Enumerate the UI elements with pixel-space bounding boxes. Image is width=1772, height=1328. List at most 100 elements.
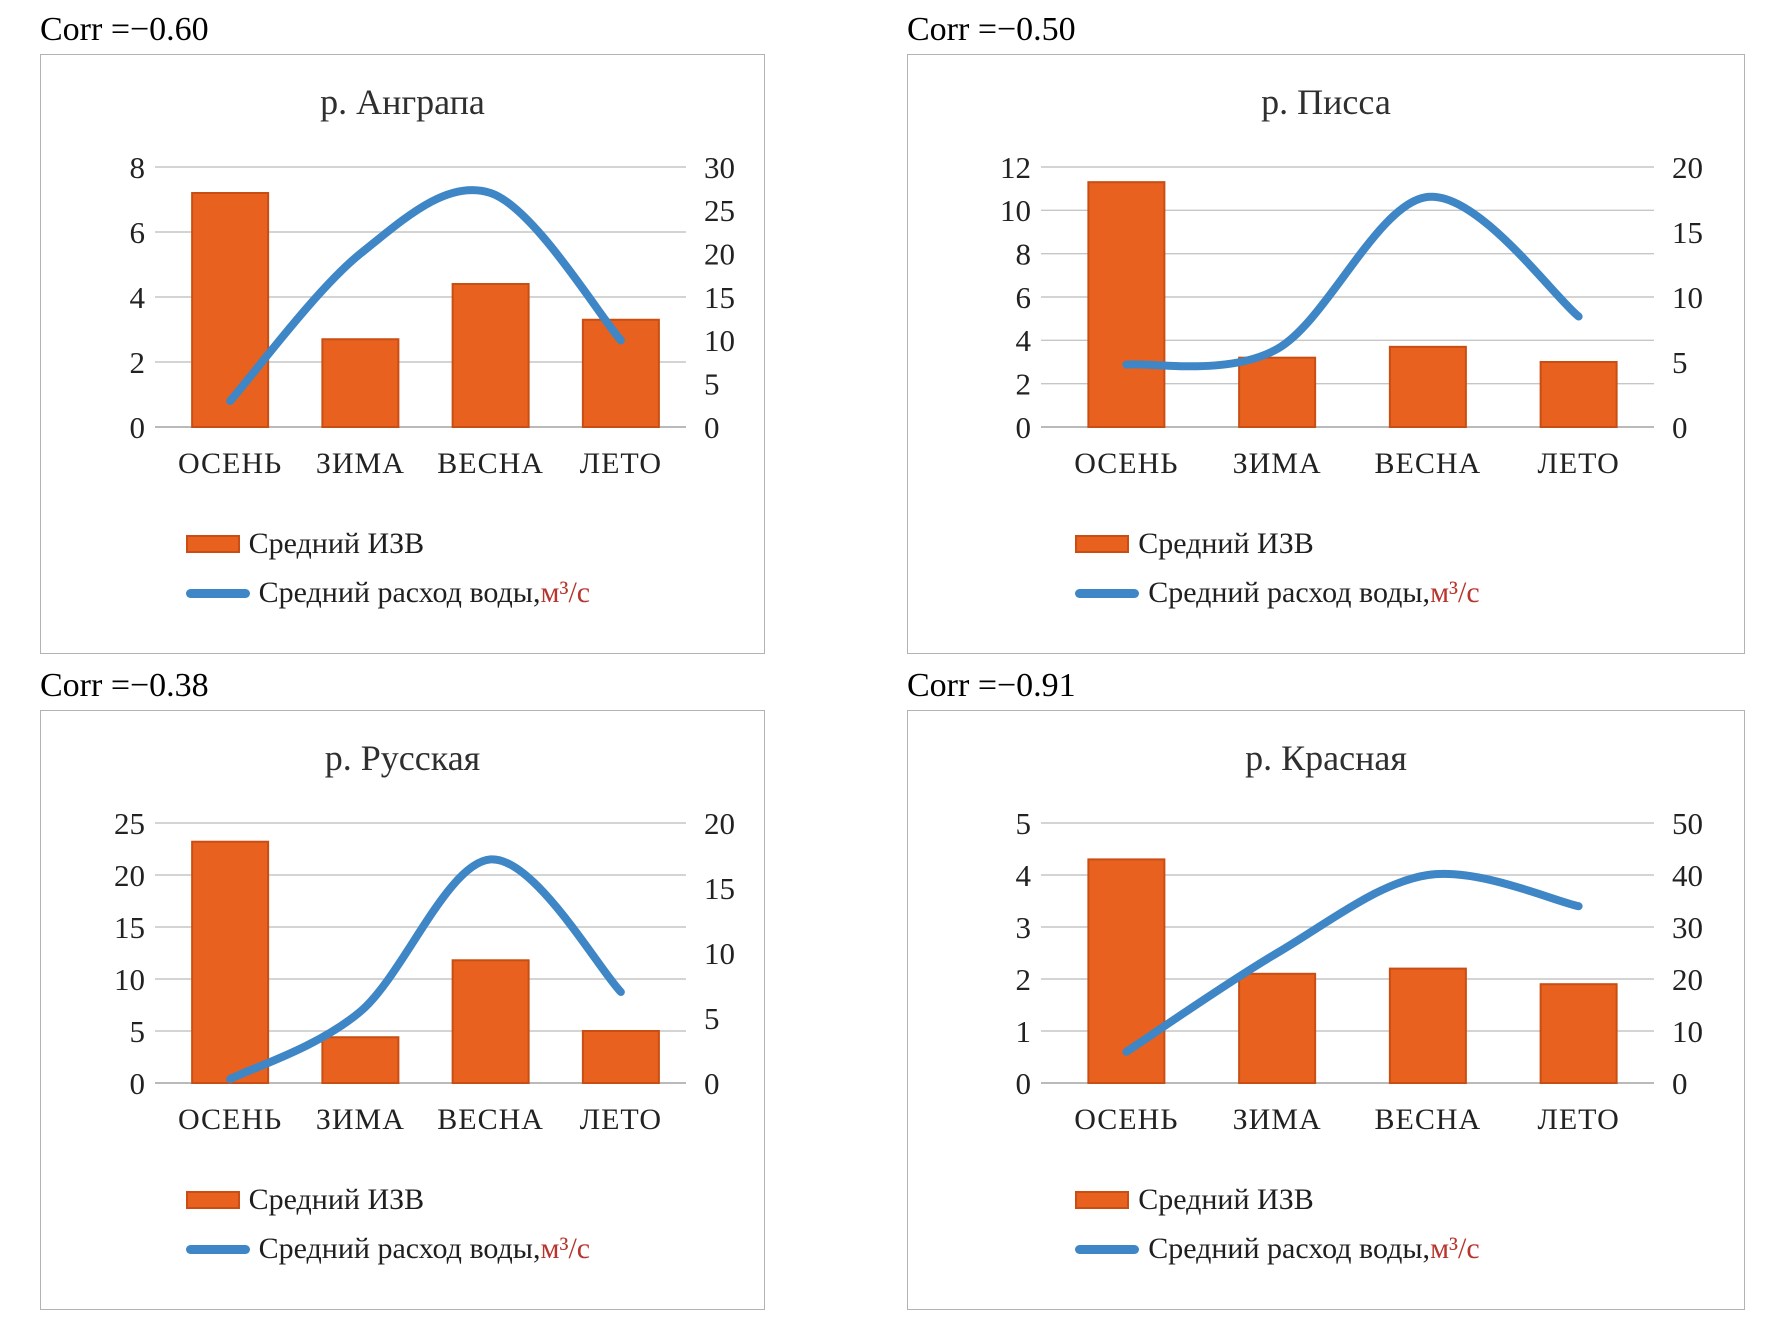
izv-bar — [1388, 967, 1467, 1085]
izv-bar — [321, 1036, 400, 1085]
correlation-label: Corr =−0.91 — [907, 667, 1076, 704]
right-axis-tick-label: 15 — [1672, 215, 1703, 250]
line-swatch-icon — [1075, 588, 1140, 598]
x-axis-category-label: ОСЕНЬ — [1074, 1103, 1178, 1136]
x-axis-category-label: ВЕСНА — [1375, 447, 1482, 480]
right-axis-tick-label: 5 — [704, 1001, 720, 1036]
left-axis-tick-label: 6 — [130, 215, 146, 250]
izv-bar — [1388, 345, 1467, 428]
chart-title: р. Писса — [1261, 82, 1391, 122]
left-axis-tick-label: 1 — [1016, 1014, 1032, 1049]
right-axis-tick-label: 20 — [704, 806, 735, 841]
legend-line-label: Средний расход воды, — [258, 1232, 541, 1265]
correlation-label: Corr =−0.60 — [40, 11, 209, 48]
right-axis-tick-label: 25 — [704, 193, 735, 228]
legend-item-line: Средний расход воды, м³/с — [1075, 576, 1744, 610]
right-axis-tick-label: 40 — [1672, 858, 1703, 893]
chart-legend: Средний ИЗВ Средний расход воды, м³/с — [185, 1183, 764, 1266]
legend-line-label: Средний расход воды, — [1148, 1232, 1431, 1265]
flow-line — [226, 855, 625, 1084]
legend-line-label: Средний расход воды, — [1148, 576, 1431, 609]
x-axis-category-label: ОСЕНЬ — [1074, 447, 1178, 480]
legend-item-bar: Средний ИЗВ — [1075, 527, 1744, 561]
chart-title: р. Красная — [1245, 738, 1407, 778]
right-axis-tick-label: 15 — [704, 871, 735, 906]
right-axis-tick-label: 0 — [1672, 410, 1688, 445]
line-swatch-icon — [1075, 1244, 1140, 1254]
izv-bar — [191, 192, 270, 428]
flow-line — [226, 186, 625, 405]
correlation-label: Corr =−0.38 — [40, 667, 209, 704]
line-swatch-icon — [185, 588, 250, 598]
legend-item-bar: Средний ИЗВ — [185, 527, 764, 561]
left-axis-tick-label: 10 — [1000, 193, 1031, 228]
izv-bar — [1087, 181, 1166, 428]
legend-bar-label: Средний ИЗВ — [1138, 1183, 1314, 1216]
left-axis-tick-label: 15 — [114, 910, 145, 945]
chart-title: р. Русская — [324, 738, 481, 778]
left-axis-tick-label: 0 — [1016, 1066, 1032, 1101]
left-axis-tick-label: 4 — [130, 280, 146, 315]
chart-frame: р. Анграпа 0 2 4 6 8 0 5 10 15 20 25 30 ОСЕНЬ ЗИМА ВЕС… — [40, 54, 765, 654]
legend-item-line: Средний расход воды, м³/с — [1075, 1232, 1744, 1266]
left-axis-tick-label: 8 — [130, 150, 146, 185]
chart-cell-russkaya: Corr =−0.38 р. Русская 0 5 10 15 20 25 0 5 10 15 2… — [40, 662, 765, 1310]
legend-bar-label: Средний ИЗВ — [248, 1183, 425, 1216]
x-axis-category-label: ВЕСНА — [1375, 1103, 1482, 1136]
izv-bar — [1238, 972, 1317, 1084]
left-axis-tick-label: 0 — [130, 1066, 146, 1101]
x-axis-category-label: ЛЕТО — [1537, 447, 1619, 480]
flow-line — [1122, 192, 1583, 371]
x-axis-category-label: ЛЕТО — [1537, 1103, 1619, 1136]
x-axis-category-label: ЛЕТО — [580, 1103, 662, 1136]
left-axis-tick-label: 12 — [1000, 150, 1031, 185]
combo-chart-plot: 0 2 4 6 8 0 5 10 15 20 25 30 ОСЕНЬ ЗИМА ВЕСНА ЛЕТО — [130, 150, 736, 480]
right-axis-tick-label: 0 — [704, 1066, 720, 1101]
left-axis-tick-label: 8 — [1016, 237, 1032, 272]
chart-legend: Средний ИЗВ Средний расход воды, м³/с — [1075, 1183, 1744, 1266]
x-axis-category-label: ЗИМА — [1233, 447, 1322, 480]
x-axis-category-label: ОСЕНЬ — [178, 447, 282, 480]
combo-chart-plot: 0 5 10 15 20 25 0 5 10 15 20 ОСЕНЬ ЗИМА ВЕСНА ЛЕТО — [114, 806, 735, 1136]
x-axis-category-label: ЛЕТО — [580, 447, 662, 480]
chart-cell-krasnaya: Corr =−0.91 р. Красная 0 1 2 3 4 5 0 10 20 30 40 50… — [907, 662, 1745, 1310]
chart-title: р. Анграпа — [320, 82, 485, 122]
izv-bar — [1238, 356, 1317, 429]
chart-frame: р. Писса 0 2 4 6 8 10 12 0 5 10 15 20 ОСЕНЬ ЗИМА ВЕСНА… — [907, 54, 1745, 654]
x-axis-category-label: ЗИМА — [1233, 1103, 1322, 1136]
legend-item-bar: Средний ИЗВ — [1075, 1183, 1744, 1217]
left-axis-tick-label: 5 — [1016, 806, 1032, 841]
right-axis-tick-label: 30 — [704, 150, 735, 185]
left-axis-tick-label: 10 — [114, 962, 145, 997]
izv-bar — [451, 959, 530, 1084]
x-axis-category-label: ВЕСНА — [437, 1103, 544, 1136]
bar-swatch-icon — [1075, 535, 1130, 553]
right-axis-tick-label: 5 — [704, 367, 720, 402]
chart-frame: р. Красная 0 1 2 3 4 5 0 10 20 30 40 50 ОСЕНЬ ЗИМА ВЕС… — [907, 710, 1745, 1310]
bar-swatch-icon — [185, 535, 240, 553]
left-axis-tick-label: 20 — [114, 858, 145, 893]
x-axis-category-label: ВЕСНА — [437, 447, 544, 480]
chart-cell-pissa: Corr =−0.50 р. Писса 0 2 4 6 8 10 12 0 5 10 15 20 ОС… — [907, 6, 1745, 654]
right-axis-tick-label: 50 — [1672, 806, 1703, 841]
izv-bar — [581, 1030, 660, 1084]
izv-bar — [1539, 983, 1618, 1084]
combo-chart-plot: 0 2 4 6 8 10 12 0 5 10 15 20 ОСЕНЬ ЗИМА ВЕСНА ЛЕТО — [1000, 150, 1703, 480]
left-axis-tick-label: 4 — [1016, 323, 1032, 358]
izv-bar — [451, 283, 530, 428]
right-axis-tick-label: 20 — [1672, 962, 1703, 997]
legend-line-unit: м³/с — [540, 1232, 591, 1265]
legend-line-label: Средний расход воды, — [258, 576, 541, 609]
right-axis-tick-label: 0 — [704, 410, 720, 445]
izv-bar — [1087, 858, 1166, 1085]
legend-line-unit: м³/с — [1430, 576, 1480, 609]
left-axis-tick-label: 5 — [130, 1014, 146, 1049]
line-swatch-icon — [185, 1244, 250, 1254]
x-axis-category-label: ОСЕНЬ — [178, 1103, 282, 1136]
left-axis-tick-label: 2 — [1016, 367, 1032, 402]
correlation-label: Corr =−0.50 — [907, 11, 1076, 48]
left-axis-tick-label: 0 — [1016, 410, 1032, 445]
left-axis-tick-label: 0 — [130, 410, 146, 445]
